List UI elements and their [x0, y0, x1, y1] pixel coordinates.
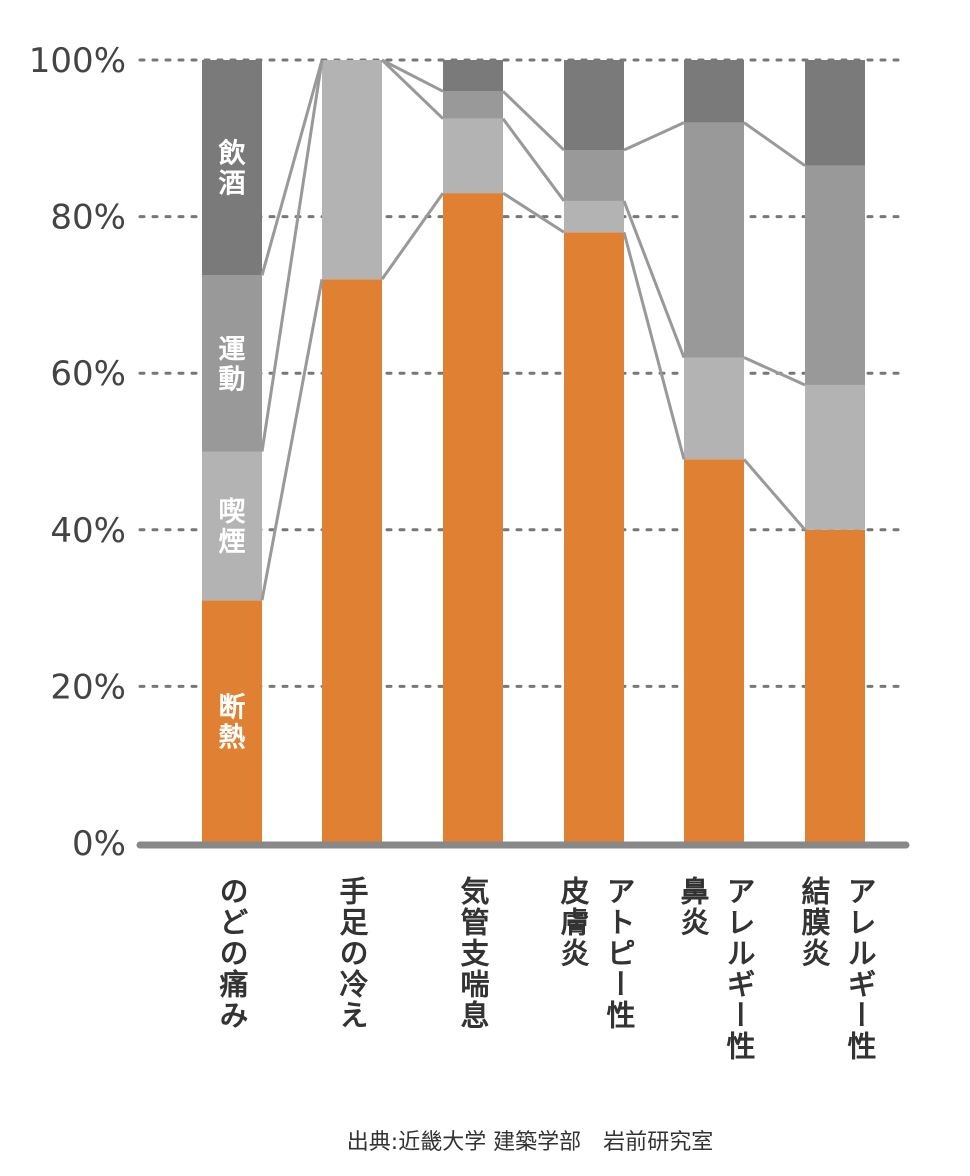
bar-segment — [805, 529, 865, 843]
segment-label: 飲 — [218, 138, 247, 170]
segment-label: 運 — [219, 334, 246, 365]
connector-line — [742, 458, 807, 531]
bar-segment — [684, 357, 744, 460]
x-tick-label: アトピー性 皮膚炎 — [556, 876, 636, 1031]
bar-segment — [322, 60, 382, 280]
y-tick-label: 60% — [50, 354, 126, 394]
bar-segment — [202, 60, 262, 276]
y-tick-label: 100% — [29, 41, 126, 81]
bar-segment — [202, 275, 262, 452]
bar-segment — [805, 384, 865, 530]
connector-line — [743, 121, 806, 167]
bar-segment — [443, 91, 503, 119]
connector-line — [743, 356, 806, 387]
bar-segment — [202, 451, 262, 601]
connector-line — [381, 58, 444, 93]
bar-segment — [322, 279, 382, 843]
bar-segment — [684, 60, 744, 123]
segment-label: 煙 — [219, 527, 246, 558]
bar-segment — [684, 459, 744, 843]
x-tick-label: 手足の冷え — [335, 876, 369, 1031]
y-tick-label: 40% — [50, 511, 126, 551]
y-tick-label: 80% — [50, 198, 126, 238]
connector-line — [623, 121, 685, 152]
x-tick-label: アレルギー性 結膜炎 — [797, 876, 877, 1062]
x-tick-label: のどの痛み — [215, 876, 249, 1031]
segment-label: 喫 — [219, 497, 246, 528]
connector-line — [380, 58, 445, 120]
bar-segment — [443, 118, 503, 194]
segment-label: 断 — [219, 693, 246, 724]
bar-segment — [564, 60, 624, 151]
connector-line — [260, 59, 324, 276]
segment-label: 動 — [219, 364, 246, 395]
bar-segment — [202, 600, 262, 843]
bar-segment — [684, 122, 744, 358]
connector-line — [501, 117, 566, 202]
connector-line — [502, 191, 565, 234]
bar-segment — [805, 60, 865, 166]
y-tick-label: 0% — [72, 824, 126, 864]
segment-label: 酒 — [219, 169, 246, 200]
connector-line — [501, 90, 566, 152]
connector-line — [622, 200, 686, 359]
x-tick-label: 気管支喘息 — [456, 876, 490, 1031]
segment-label: 熱 — [219, 723, 246, 754]
connector-line — [260, 278, 324, 601]
source-note: 出典:近畿大学 建築学部 岩前研究室 — [346, 1130, 714, 1155]
bar-segment — [564, 232, 624, 843]
bar-segment — [564, 200, 624, 233]
bar-segment — [443, 60, 503, 92]
y-tick-label: 20% — [50, 667, 126, 707]
connector-line — [260, 59, 324, 452]
x-tick-label: アレルギー性 鼻炎 — [676, 876, 756, 1062]
bar-segment — [564, 150, 624, 201]
connector-line — [380, 192, 445, 281]
bar-segment — [805, 165, 865, 385]
bar-segment — [443, 193, 503, 844]
connector-line — [622, 231, 686, 460]
